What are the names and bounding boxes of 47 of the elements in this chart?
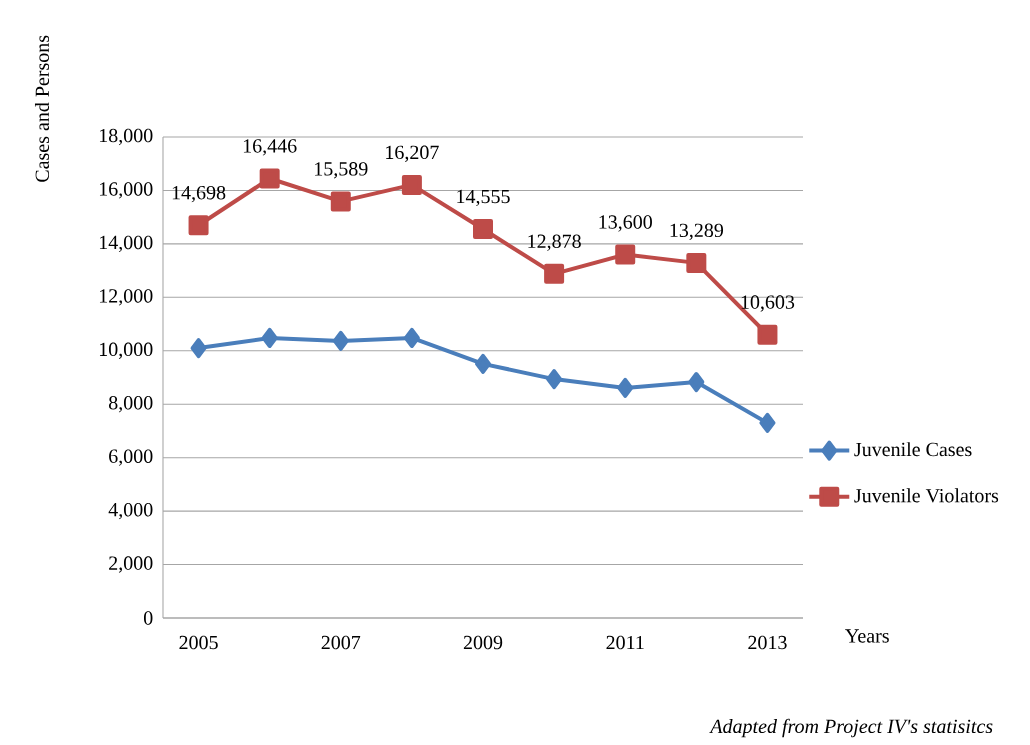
y-tick-label: 8,000 (108, 396, 153, 413)
point (757, 324, 778, 345)
point (615, 244, 636, 265)
data-label: 16,446 (243, 139, 297, 156)
point (546, 369, 563, 390)
x-tick-label: 2007 (321, 635, 361, 650)
data-label: 14,555 (457, 189, 510, 207)
data-label: 12,878 (528, 234, 581, 251)
x-axis-title: Years (845, 629, 889, 643)
y-axis-title: Cases and Persons (34, 35, 50, 182)
x-tick-label: 2011 (606, 635, 644, 650)
point (544, 263, 565, 284)
point (403, 327, 420, 348)
point (188, 215, 209, 236)
legend-label: Juvenile Violators (854, 488, 999, 503)
point (688, 372, 705, 393)
point (473, 219, 493, 240)
point (475, 353, 491, 374)
y-tick-label: 4,000 (108, 502, 153, 520)
y-tick-label: 18,000 (99, 128, 153, 146)
y-tick-label: 10,000 (99, 342, 153, 359)
y-tick-label: 14,000 (99, 235, 153, 253)
data-label: 15,589 (315, 162, 368, 179)
data-label: 10,603 (741, 295, 795, 312)
data-label: 13,289 (670, 223, 724, 240)
y-tick-label: 6,000 (109, 449, 153, 466)
legend-label: Juvenile Cases (854, 442, 972, 457)
y-tick-label: 0 (143, 611, 153, 625)
data-label: 16,207 (386, 145, 439, 162)
point (759, 412, 776, 433)
y-tick-label: 12,000 (99, 289, 153, 306)
data-label: 14,698 (172, 185, 226, 203)
point (259, 168, 280, 189)
x-tick-label: 2005 (179, 635, 218, 650)
point (261, 327, 278, 348)
point (332, 330, 349, 351)
point (330, 191, 351, 212)
point (686, 252, 707, 273)
point (617, 377, 634, 398)
point (401, 174, 422, 195)
y-tick-label: 2,000 (109, 556, 153, 573)
point (190, 338, 207, 359)
data-label: 13,600 (599, 215, 652, 232)
x-tick-label: 2013 (748, 635, 787, 650)
x-tick-label: 2009 (463, 635, 503, 650)
text: Adapted from Project IV's statisitcs (709, 718, 993, 738)
y-tick-label: 16,000 (99, 182, 153, 199)
